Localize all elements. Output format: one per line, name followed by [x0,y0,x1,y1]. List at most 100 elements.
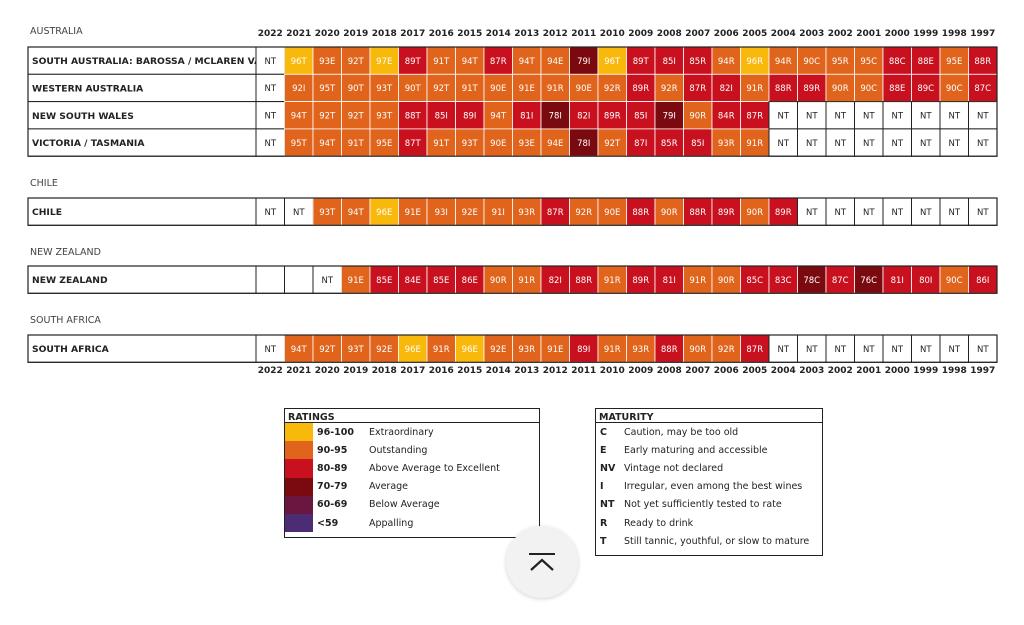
rating-value: NT [977,345,989,355]
rating-value: NT [891,111,903,121]
rating-cell [825,128,855,157]
rating-value: 86I [976,276,989,286]
year-footer-label: 2010 [600,366,625,376]
rating-value: 91E [405,208,421,218]
year-footer-label: 2008 [657,366,682,376]
rating-value: 90R [661,208,678,218]
rating-value: 78C [803,276,820,286]
rating-value: 90T [348,84,365,94]
year-header-label: 2022 [258,29,283,39]
rating-value: NT [863,111,875,121]
rating-value: NT [891,208,903,218]
maturity-description: Irregular, even among the best wines [624,481,803,493]
year-footer-label: 2012 [543,366,568,376]
rating-value: 94R [718,57,735,67]
rating-cell [284,128,314,157]
rating-value: 87C [974,84,991,94]
rating-swatch [285,423,313,442]
region-label: SOUTH AUSTRALIA: BAROSSA / MCLAREN VALE [32,56,273,67]
rating-value: 96E [376,208,392,218]
rating-cell [540,46,570,75]
rating-cell [341,197,371,226]
maturity-description: Ready to drink [624,517,694,529]
year-footer-label: 1997 [970,366,995,376]
rating-cell [540,197,570,226]
rating-cell [797,128,827,157]
rating-value: NT [863,208,875,218]
rating-value: 91R [518,276,535,286]
rating-value: 81I [891,276,904,286]
scroll-to-top-button[interactable] [506,526,578,598]
rating-cell [768,46,798,75]
rating-value: NT [834,139,846,149]
rating-cell [854,128,884,157]
year-header-label: 2018 [372,29,397,39]
year-footer-label: 2021 [286,366,311,376]
rating-value: 90R [746,208,763,218]
maturity-legend-row: T Still tannic, youthful, or slow to matu… [596,532,822,550]
ratings-legend-row: 70-79 Average [285,477,539,496]
rating-description: Above Average to Excellent [369,462,500,474]
rating-value: NT [806,139,818,149]
year-footer-label: 1998 [942,366,967,376]
year-header-label: 2005 [742,29,767,39]
maturity-legend-row: R Ready to drink [596,514,822,532]
chevron-up-icon [529,553,555,571]
rating-swatch [285,477,313,496]
year-footer-label: 2004 [771,366,796,376]
rating-cell [312,73,342,103]
year-footer-label: 2003 [799,366,824,376]
rating-value: 88R [632,208,649,218]
rating-value: 93E [319,57,335,67]
rating-value: 92T [433,84,450,94]
ratings-legend-row: 90-95 Outstanding [285,441,539,460]
section-title: SOUTH AFRICA [30,315,101,326]
rating-value: 81I [663,276,676,286]
rating-description: Below Average [369,499,440,511]
rating-value: NT [834,345,846,355]
rating-value: 88T [405,111,422,121]
rating-value: 89R [803,84,820,94]
rating-value: 90C [803,57,820,67]
maturity-description: Early maturing and accessible [624,444,768,456]
rating-value: 93R [518,208,535,218]
year-header-label: 2006 [714,29,739,39]
region-label: WESTERN AUSTRALIA [32,83,144,94]
rating-value: 96T [604,57,621,67]
rating-cell [968,265,998,294]
rating-cell [255,101,285,130]
maturity-code: NT [600,499,615,511]
rating-value: 92E [462,208,478,218]
rating-cell [398,197,428,226]
rating-value: 87R [746,345,763,355]
rating-value: 82I [720,84,733,94]
region-label-cell [27,197,257,226]
rating-value: NT [777,345,789,355]
year-header-label: 1998 [942,29,967,39]
maturity-legend-row: NT Not yet sufficiently tested to rate [596,496,822,514]
rating-value: 89C [917,84,934,94]
rating-value: NT [293,208,305,218]
region-label: VICTORIA / TASMANIA [32,138,145,149]
rating-value: 89R [604,111,621,121]
year-footer-label: 2018 [372,366,397,376]
rating-value: 94R [775,57,792,67]
rating-description: Average [369,481,409,493]
rating-cell [797,73,827,103]
rating-value: 87I [634,139,647,149]
rating-cell [854,197,884,226]
rating-range: 90-95 [317,444,348,456]
rating-cell [369,128,399,157]
rating-cell [569,197,599,226]
rating-value: NT [948,111,960,121]
rating-cell [711,46,741,75]
rating-value: NT [264,84,276,94]
rating-cell [597,101,627,130]
year-footer-label: 2007 [685,366,710,376]
rating-cell [968,46,998,75]
rating-value: 93T [348,345,365,355]
rating-cell [711,73,741,103]
rating-value: 85E [376,276,392,286]
rating-value: 88E [889,84,905,94]
year-footer-label: 2006 [714,366,739,376]
